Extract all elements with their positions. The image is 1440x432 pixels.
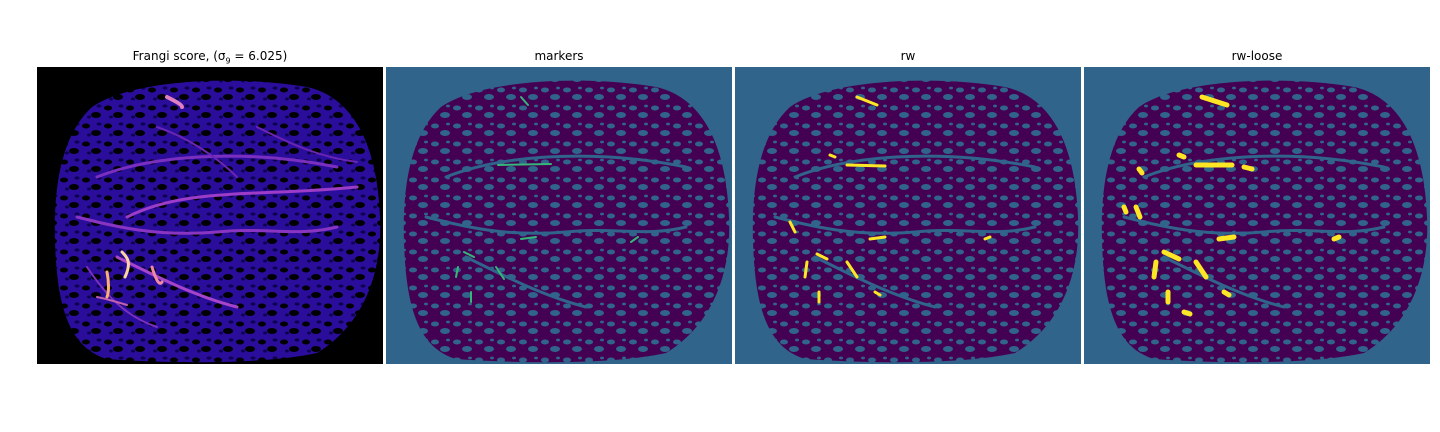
rwloose-image [1084,67,1430,364]
markers-image [386,67,732,364]
markers-foreground [403,80,730,363]
frangi-image [37,67,383,364]
markers-seeds [455,96,639,303]
markers-panel-title: markers [534,49,584,63]
frangi-image-svg [54,80,381,363]
frangi-vessels [75,95,359,328]
rw-foreground [752,80,1079,363]
rwloose-image-svg [1101,80,1428,363]
markers-channels [424,154,688,309]
rw-image-svg [752,80,1079,363]
markers-image-svg [403,80,730,363]
rwloose-channels [1122,154,1386,309]
frangi-title-text: Frangi score, (σ [132,49,226,63]
rw-segments [788,95,992,304]
frangi-title-tail: = 6.025) [230,49,288,63]
rwloose-segments [1121,94,1342,317]
rwloose-panel-title: rw-loose [1231,49,1283,63]
frangi-title-subscript: 9 [225,56,231,66]
rw-panel-title: rw [900,49,916,63]
rwloose-foreground [1101,80,1428,363]
frangi-panel-title: Frangi score, (σ9 = 6.025) [37,49,383,65]
rw-channels [773,154,1037,309]
rw-image [735,67,1081,364]
frangi-foreground [54,80,381,363]
